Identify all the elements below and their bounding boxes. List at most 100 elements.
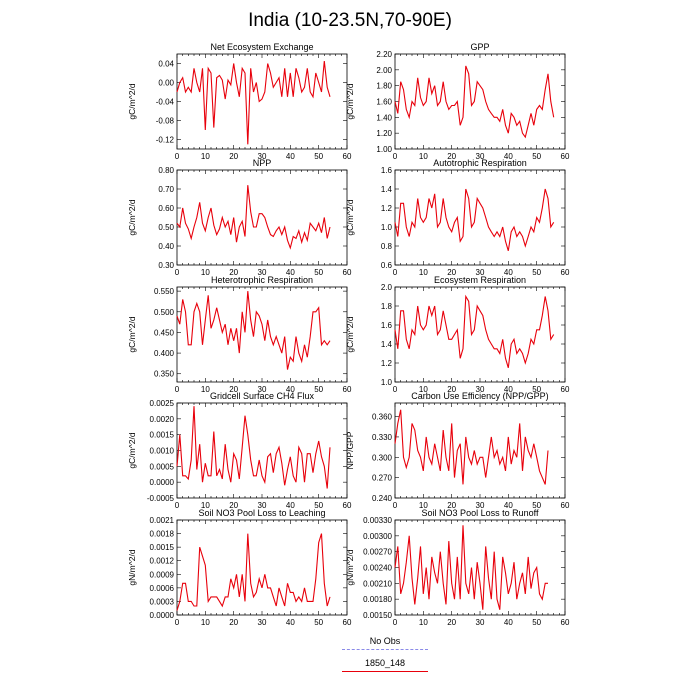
x-tick-label: 0: [175, 385, 180, 394]
y-axis-label: gC/m^2/d: [127, 432, 137, 468]
y-tick-label: 1.40: [376, 113, 392, 122]
x-tick-label: 60: [343, 618, 352, 627]
panel-4: Heterotrophic Respiration 0 10 20 30 40 50 60 0.…: [127, 275, 352, 394]
y-tick-label: 0.0015: [150, 543, 175, 552]
y-tick-label: 0.0020: [150, 415, 175, 424]
x-tick-label: 60: [561, 152, 570, 161]
y-tick-label: 0.360: [372, 413, 393, 422]
legend-label-no-obs: No Obs: [300, 636, 470, 646]
panel-6: Gridcell Surface CH4 Flux 0 10 20 30 40 50 60 0.…: [127, 391, 352, 510]
y-tick-label: 0.00270: [363, 548, 392, 557]
y-tick-label: 0.60: [158, 204, 174, 213]
y-tick-label: 0.8: [381, 242, 393, 251]
y-tick-label: 1.20: [376, 129, 392, 138]
y-tick-label: 0.0021: [150, 516, 175, 525]
legend-line-no-obs: [342, 649, 428, 650]
series-line: [177, 534, 330, 611]
x-tick-label: 20: [229, 618, 238, 627]
panel-title: Soil NO3 Pool Loss to Runoff: [422, 508, 539, 518]
y-tick-label: 1.00: [376, 145, 392, 154]
y-tick-label: 0.0003: [150, 597, 175, 606]
y-axis-label: NPP/GPP: [345, 431, 355, 469]
x-tick-label: 50: [314, 385, 323, 394]
y-tick-label: 0.80: [158, 166, 174, 175]
x-tick-label: 0: [393, 618, 398, 627]
y-axis-label: gC/m^2/d: [127, 199, 137, 235]
x-tick-label: 50: [532, 618, 541, 627]
plot-frame: [395, 54, 565, 149]
y-tick-label: 1.0: [381, 378, 393, 387]
y-tick-label: 1.80: [376, 82, 392, 91]
y-tick-label: 0.0006: [150, 584, 175, 593]
x-tick-label: 0: [175, 618, 180, 627]
plot-frame: [177, 54, 347, 149]
panel-title: Gridcell Surface CH4 Flux: [210, 391, 315, 401]
y-tick-label: 0.50: [158, 223, 174, 232]
x-tick-label: 10: [419, 268, 428, 277]
legend-item-no-obs: No Obs: [300, 636, 470, 650]
x-tick-label: 30: [476, 618, 485, 627]
y-tick-label: -0.04: [156, 98, 175, 107]
x-tick-label: 40: [286, 152, 295, 161]
legend: No Obs 1850_148: [300, 636, 470, 680]
y-axis-label: gC/m^2/d: [345, 199, 355, 235]
y-tick-label: 0.0025: [150, 399, 175, 408]
x-tick-label: 20: [447, 618, 456, 627]
x-tick-label: 60: [343, 385, 352, 394]
x-tick-label: 10: [201, 152, 210, 161]
panel-5: Ecosystem Respiration 0 10 20 30 40 50 60 2.0 1.8…: [345, 275, 570, 394]
series-line: [177, 185, 330, 248]
x-tick-label: 60: [343, 268, 352, 277]
panel-9: Soil NO3 Pool Loss to Runoff 0 10 20 30 40 50 6…: [345, 508, 570, 627]
series-line: [395, 525, 548, 609]
y-tick-label: 0.0005: [150, 462, 175, 471]
series-line: [395, 189, 554, 251]
x-tick-label: 40: [504, 618, 513, 627]
y-axis-label: gN/m^2/d: [127, 549, 137, 585]
y-tick-label: 1.0: [381, 223, 393, 232]
y-tick-label: 0.0015: [150, 431, 175, 440]
plot-frame: [177, 287, 347, 382]
x-tick-label: 30: [258, 618, 267, 627]
plot-frame: [177, 170, 347, 265]
y-axis-label: gC/m^2/d: [345, 316, 355, 352]
x-tick-label: 60: [561, 501, 570, 510]
y-tick-label: 0.0010: [150, 447, 175, 456]
y-tick-label: 0.00210: [363, 579, 392, 588]
y-tick-label: 0.00240: [363, 564, 392, 573]
y-axis-label: gC/m^2/d: [345, 83, 355, 119]
y-tick-label: 0.6: [381, 261, 393, 270]
y-tick-label: -0.12: [156, 136, 175, 145]
y-tick-label: 0.0018: [150, 530, 175, 539]
series-line: [177, 406, 330, 488]
legend-item-1850-148: 1850_148: [300, 658, 470, 672]
x-tick-label: 10: [201, 618, 210, 627]
plot-frame: [395, 403, 565, 498]
y-tick-label: 0.270: [372, 474, 393, 483]
panel-title: Net Ecosystem Exchange: [210, 42, 313, 52]
y-tick-label: 0.350: [154, 370, 175, 379]
x-tick-label: 10: [201, 268, 210, 277]
y-tick-label: 0.00300: [363, 532, 392, 541]
x-tick-label: 0: [393, 385, 398, 394]
y-tick-label: 0.450: [154, 328, 175, 337]
y-tick-label: 0.00180: [363, 595, 392, 604]
panel-title: Carbon Use Efficiency (NPP/GPP): [411, 391, 548, 401]
y-tick-label: 0.500: [154, 308, 175, 317]
y-tick-label: 0.330: [372, 433, 393, 442]
y-tick-label: 2.00: [376, 66, 392, 75]
panel-0: Net Ecosystem Exchange 0 10 20 30 40 50 60 0.04 0…: [127, 42, 352, 161]
y-tick-label: 0.240: [372, 494, 393, 503]
x-tick-label: 10: [419, 152, 428, 161]
x-tick-label: 10: [419, 618, 428, 627]
y-tick-label: 0.30: [158, 261, 174, 270]
plot-frame: [177, 403, 347, 498]
series-line: [395, 410, 548, 485]
x-tick-label: 20: [229, 152, 238, 161]
x-tick-label: 0: [175, 268, 180, 277]
x-tick-label: 0: [393, 152, 398, 161]
y-tick-label: 1.60: [376, 98, 392, 107]
panel-title: Autotrophic Respiration: [433, 158, 527, 168]
y-tick-label: 0.00150: [363, 611, 392, 620]
y-tick-label: -0.0005: [147, 494, 175, 503]
